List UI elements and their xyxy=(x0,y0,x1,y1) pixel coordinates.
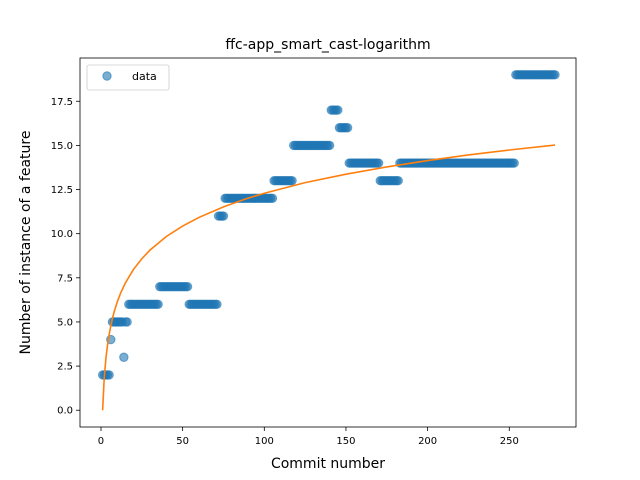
data-point xyxy=(342,123,353,133)
x-tick-label: 200 xyxy=(418,436,437,447)
data-point xyxy=(324,140,335,151)
data-point xyxy=(119,352,129,362)
x-tick-label: 250 xyxy=(500,436,519,447)
x-tick-label: 50 xyxy=(176,436,189,447)
y-tick-label: 7.5 xyxy=(57,273,73,284)
data-point xyxy=(122,317,132,327)
data-point xyxy=(373,158,384,168)
legend-box xyxy=(86,64,170,91)
data-point xyxy=(333,105,343,115)
y-axis-label: Number of instance of a feature xyxy=(18,131,34,355)
y-tick-label: 15.0 xyxy=(51,141,73,152)
x-tick-label: 150 xyxy=(336,436,355,447)
y-tick-label: 2.5 xyxy=(57,362,73,373)
data-point xyxy=(218,211,229,221)
data-point xyxy=(104,370,114,380)
chart-title: ffc-app_smart_cast-logarithm xyxy=(225,37,430,53)
y-tick-label: 17.5 xyxy=(51,97,73,108)
data-point xyxy=(212,299,222,309)
legend: data xyxy=(86,64,170,91)
y-tick-label: 0.0 xyxy=(57,406,73,417)
fit-curve-layer xyxy=(101,144,556,411)
legend-marker-data xyxy=(102,71,112,81)
data-point xyxy=(182,281,193,292)
y-axis: 0.0 2.5 5.0 7.5 10.0 12.5 15.0 17.5 xyxy=(51,97,80,417)
legend-entry-data: data xyxy=(132,70,157,83)
x-tick-label: 100 xyxy=(255,436,274,447)
data-point xyxy=(550,70,560,80)
x-axis-label: Commit number xyxy=(271,456,385,472)
data-point xyxy=(287,176,297,186)
data-point xyxy=(153,299,163,309)
data-point xyxy=(393,176,403,186)
y-tick-label: 5.0 xyxy=(57,317,73,328)
x-axis: 0 50 100 150 200 250 xyxy=(98,427,519,447)
data-point xyxy=(509,158,519,168)
y-tick-label: 10.0 xyxy=(51,229,73,240)
y-tick-label: 12.5 xyxy=(51,185,73,196)
fit-curve xyxy=(101,144,556,411)
plot-frame xyxy=(79,57,577,428)
x-tick-label: 0 xyxy=(98,436,104,447)
data-point xyxy=(267,193,278,204)
